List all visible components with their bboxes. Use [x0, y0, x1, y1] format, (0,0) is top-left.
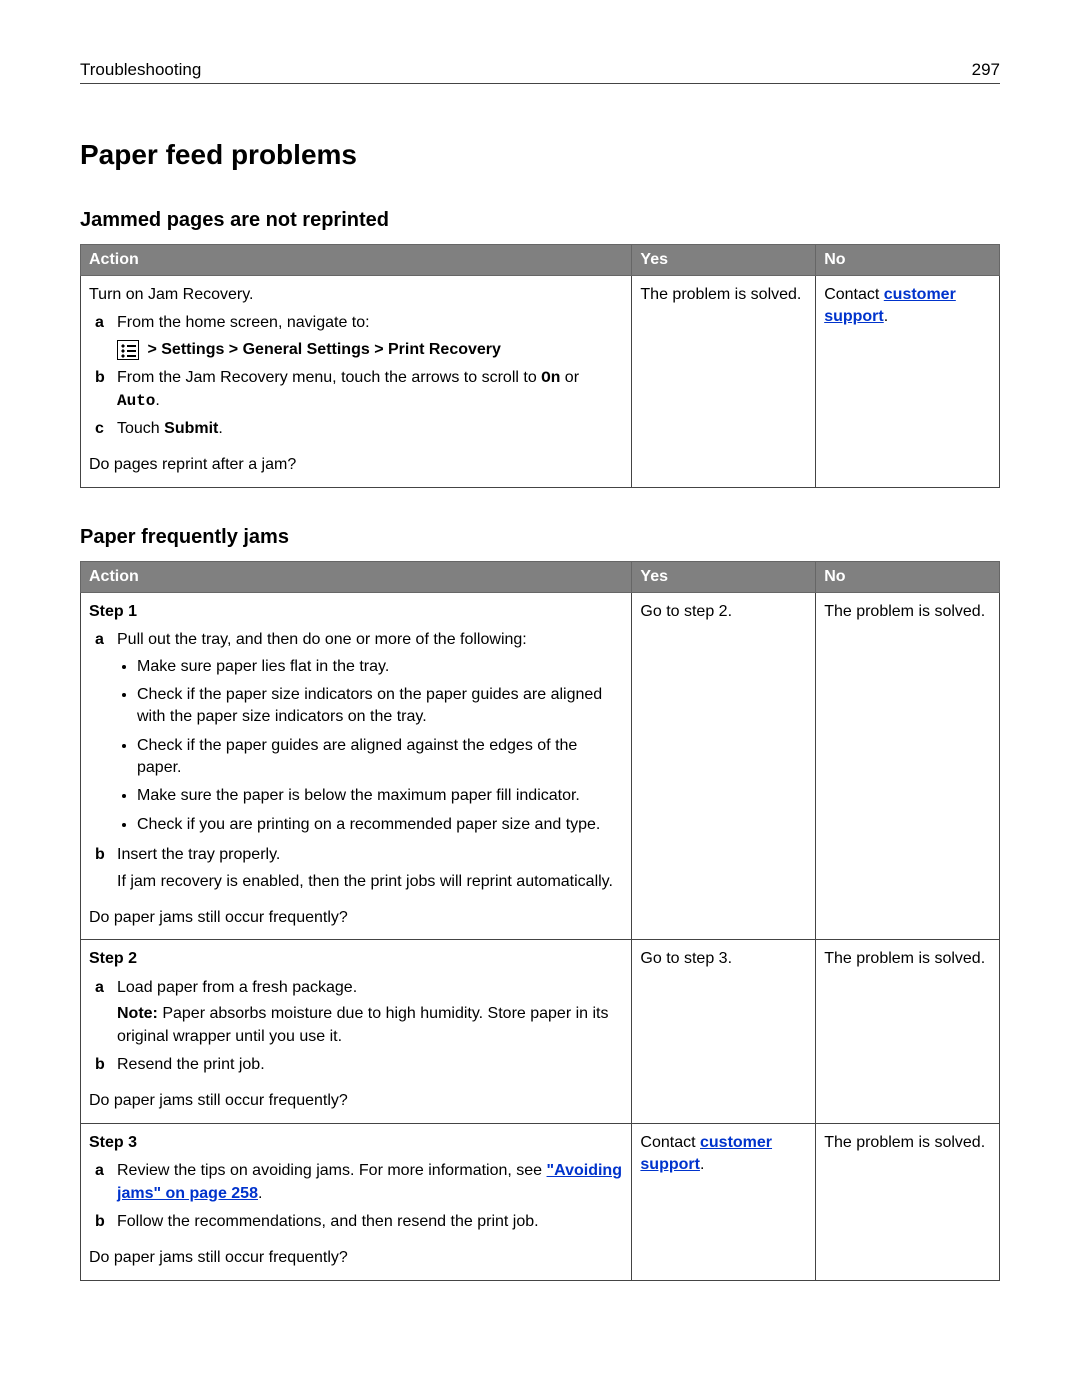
- cell-action: Step 3 Review the tips on avoiding jams.…: [81, 1123, 632, 1280]
- step1-b-extra: If jam recovery is enabled, then the pri…: [117, 871, 623, 893]
- step-b-auto: Auto: [117, 392, 155, 410]
- cell-no: The problem is solved.: [816, 1123, 1000, 1280]
- th-yes: Yes: [632, 561, 816, 592]
- period: .: [884, 308, 888, 325]
- question-text: Do paper jams still occur frequently?: [89, 1090, 623, 1112]
- bullet-item: Check if the paper size indicators on th…: [137, 684, 623, 729]
- step-b: From the Jam Recovery menu, touch the ar…: [89, 367, 623, 412]
- th-action: Action: [81, 245, 632, 276]
- step-label: Step 1: [89, 601, 623, 623]
- table-row: Step 2 Load paper from a fresh package. …: [81, 940, 1000, 1123]
- contact-prefix: Contact: [640, 1134, 700, 1151]
- subheading-jammed-pages: Jammed pages are not reprinted: [80, 209, 1000, 232]
- step2-a: Load paper from a fresh package. Note: P…: [89, 977, 623, 1048]
- step1-b: Insert the tray properly. If jam recover…: [89, 844, 623, 893]
- table-row: Turn on Jam Recovery. From the home scre…: [81, 276, 1000, 488]
- step-c-pre: Touch: [117, 420, 164, 437]
- contact-prefix: Contact: [824, 286, 884, 303]
- step1-a: Pull out the tray, and then do one or mo…: [89, 629, 623, 836]
- th-no: No: [816, 245, 1000, 276]
- cell-yes: The problem is solved.: [632, 276, 816, 488]
- cell-no: The problem is solved.: [816, 940, 1000, 1123]
- step2-b: Resend the print job.: [89, 1054, 623, 1076]
- th-yes: Yes: [632, 245, 816, 276]
- period: .: [700, 1156, 704, 1173]
- cell-action: Turn on Jam Recovery. From the home scre…: [81, 276, 632, 488]
- page-header: Troubleshooting 297: [80, 60, 1000, 84]
- step1-a-text: Pull out the tray, and then do one or mo…: [117, 631, 527, 648]
- cell-yes: Contact customer support.: [632, 1123, 816, 1280]
- table-row: Step 3 Review the tips on avoiding jams.…: [81, 1123, 1000, 1280]
- table-row: Step 1 Pull out the tray, and then do on…: [81, 592, 1000, 940]
- cell-yes: Go to step 2.: [632, 592, 816, 940]
- step-a-text: From the home screen, navigate to:: [117, 314, 370, 331]
- header-section: Troubleshooting: [80, 60, 201, 80]
- cell-no: Contact customer support.: [816, 276, 1000, 488]
- step2-a-text: Load paper from a fresh package.: [117, 979, 357, 996]
- jam-recovery-intro: Turn on Jam Recovery.: [89, 284, 623, 306]
- step-b-mid: or: [560, 369, 579, 386]
- th-no: No: [816, 561, 1000, 592]
- step3-b: Follow the recommendations, and then res…: [89, 1211, 623, 1233]
- step-a: From the home screen, navigate to: > Set…: [89, 312, 623, 361]
- menu-icon: [117, 340, 139, 360]
- table-frequent-jams: Action Yes No Step 1 Pull out the tray, …: [80, 561, 1000, 1281]
- bullet-item: Make sure the paper is below the maximum…: [137, 785, 623, 807]
- bullet-item: Check if you are printing on a recommend…: [137, 814, 623, 836]
- step-b-pre: From the Jam Recovery menu, touch the ar…: [117, 369, 541, 386]
- cell-action: Step 1 Pull out the tray, and then do on…: [81, 592, 632, 940]
- breadcrumb-path: > Settings > General Settings > Print Re…: [147, 341, 500, 358]
- page-title: Paper feed problems: [80, 139, 1000, 171]
- note-text: Paper absorbs moisture due to high humid…: [117, 1005, 609, 1044]
- step-b-on: On: [541, 369, 560, 387]
- cell-yes: Go to step 3.: [632, 940, 816, 1123]
- header-page-number: 297: [972, 60, 1000, 80]
- document-page: Troubleshooting 297 Paper feed problems …: [0, 0, 1080, 1397]
- note-label: Note:: [117, 1005, 158, 1022]
- question-text: Do pages reprint after a jam?: [89, 454, 623, 476]
- step-c-submit: Submit: [164, 420, 218, 437]
- question-text: Do paper jams still occur frequently?: [89, 907, 623, 929]
- step-label: Step 2: [89, 948, 623, 970]
- step-b-post: .: [155, 392, 159, 409]
- bullet-item: Make sure paper lies flat in the tray.: [137, 656, 623, 678]
- step1-b-text: Insert the tray properly.: [117, 846, 280, 863]
- step3-a-post: .: [258, 1185, 262, 1202]
- bullet-item: Check if the paper guides are aligned ag…: [137, 735, 623, 780]
- subheading-frequent-jams: Paper frequently jams: [80, 526, 1000, 549]
- step-c: Touch Submit.: [89, 418, 623, 440]
- cell-action: Step 2 Load paper from a fresh package. …: [81, 940, 632, 1123]
- question-text: Do paper jams still occur frequently?: [89, 1247, 623, 1269]
- step-c-post: .: [218, 420, 222, 437]
- table-jammed-pages: Action Yes No Turn on Jam Recovery. From…: [80, 244, 1000, 488]
- step3-a: Review the tips on avoiding jams. For mo…: [89, 1160, 623, 1205]
- cell-no: The problem is solved.: [816, 592, 1000, 940]
- th-action: Action: [81, 561, 632, 592]
- step-label: Step 3: [89, 1132, 623, 1154]
- step3-a-pre: Review the tips on avoiding jams. For mo…: [117, 1162, 547, 1179]
